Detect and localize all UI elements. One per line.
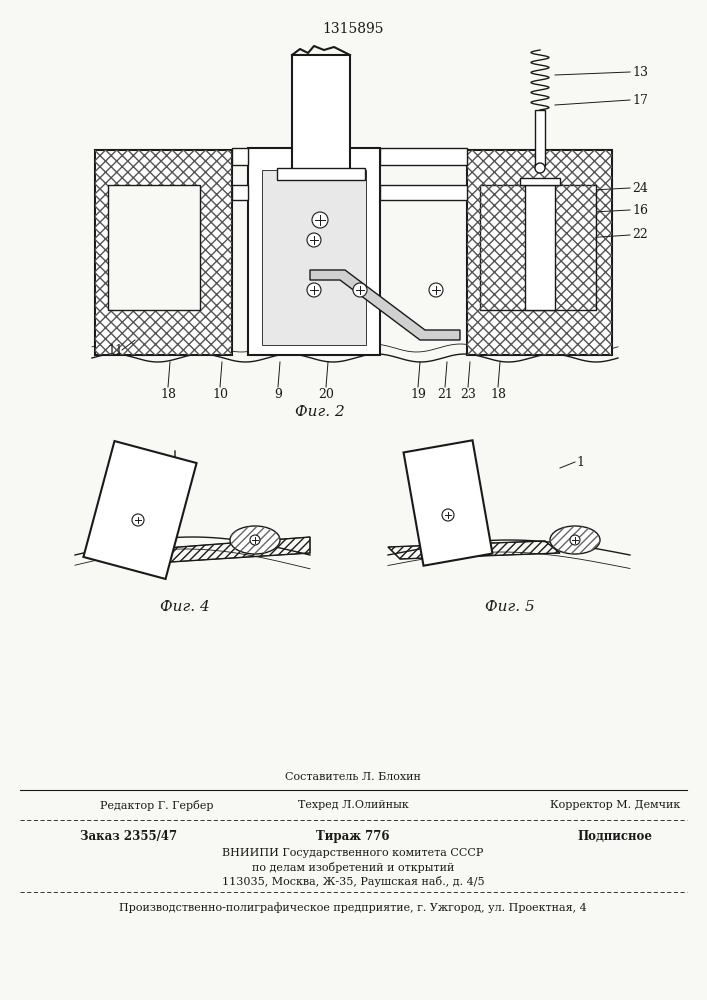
Text: 17: 17: [632, 94, 648, 106]
Circle shape: [250, 535, 260, 545]
Ellipse shape: [230, 526, 280, 554]
Circle shape: [307, 283, 321, 297]
Text: Фиг. 5: Фиг. 5: [485, 600, 535, 614]
Text: 16: 16: [632, 204, 648, 217]
Circle shape: [132, 514, 144, 526]
Circle shape: [312, 212, 328, 228]
Text: Корректор М. Демчик: Корректор М. Демчик: [550, 800, 680, 810]
Bar: [525, 185, 555, 310]
Text: Заказ 2355/47: Заказ 2355/47: [80, 830, 177, 843]
Text: 1: 1: [576, 456, 584, 468]
Text: 21: 21: [437, 388, 453, 401]
Circle shape: [429, 283, 443, 297]
Polygon shape: [404, 440, 493, 566]
Text: Фиг. 2: Фиг. 2: [295, 405, 345, 419]
Text: 24: 24: [632, 182, 648, 194]
Text: 20: 20: [318, 388, 334, 401]
Bar: [480, 185, 596, 310]
Bar: [108, 185, 200, 310]
Text: по делам изобретений и открытий: по делам изобретений и открытий: [252, 862, 454, 873]
Bar: [535, 110, 545, 165]
Text: 113035, Москва, Ж-35, Раушская наб., д. 4/5: 113035, Москва, Ж-35, Раушская наб., д. …: [222, 876, 484, 887]
Bar: [262, 170, 366, 345]
Text: 1315895: 1315895: [322, 22, 384, 36]
Text: 22: 22: [632, 229, 648, 241]
Text: 13: 13: [632, 66, 648, 79]
Bar: [277, 168, 365, 180]
Text: Составитель Л. Блохин: Составитель Л. Блохин: [285, 772, 421, 782]
Circle shape: [307, 233, 321, 247]
Text: Тираж 776: Тираж 776: [316, 830, 390, 843]
Text: Редактор Г. Гербер: Редактор Г. Гербер: [100, 800, 214, 811]
Bar: [248, 148, 380, 355]
Text: 11: 11: [107, 344, 123, 357]
Circle shape: [570, 535, 580, 545]
Text: 18: 18: [490, 388, 506, 401]
Text: 18: 18: [160, 388, 176, 401]
Bar: [232, 148, 248, 165]
Circle shape: [353, 283, 367, 297]
Bar: [467, 150, 612, 355]
Bar: [467, 150, 612, 355]
Text: 23: 23: [460, 388, 476, 401]
Text: Фиг. 4: Фиг. 4: [160, 600, 210, 614]
Text: Техред Л.Олийнык: Техред Л.Олийнык: [298, 800, 409, 810]
Text: 19: 19: [410, 388, 426, 401]
Text: Производственно-полиграфическое предприятие, г. Ужгород, ул. Проектная, 4: Производственно-полиграфическое предприя…: [119, 902, 587, 913]
Bar: [380, 148, 467, 165]
Text: ВНИИПИ Государственного комитета СССР: ВНИИПИ Государственного комитета СССР: [222, 848, 484, 858]
Bar: [380, 185, 467, 200]
Text: 9: 9: [274, 388, 282, 401]
Circle shape: [442, 509, 454, 521]
Polygon shape: [310, 270, 460, 340]
Bar: [520, 178, 560, 185]
Bar: [232, 185, 248, 200]
Text: 10: 10: [212, 388, 228, 401]
Ellipse shape: [550, 526, 600, 554]
Bar: [95, 150, 232, 355]
Bar: [480, 185, 596, 310]
Bar: [292, 55, 350, 170]
Bar: [95, 150, 232, 355]
Polygon shape: [83, 441, 197, 579]
Circle shape: [535, 163, 545, 173]
Text: Подписное: Подписное: [578, 830, 653, 843]
